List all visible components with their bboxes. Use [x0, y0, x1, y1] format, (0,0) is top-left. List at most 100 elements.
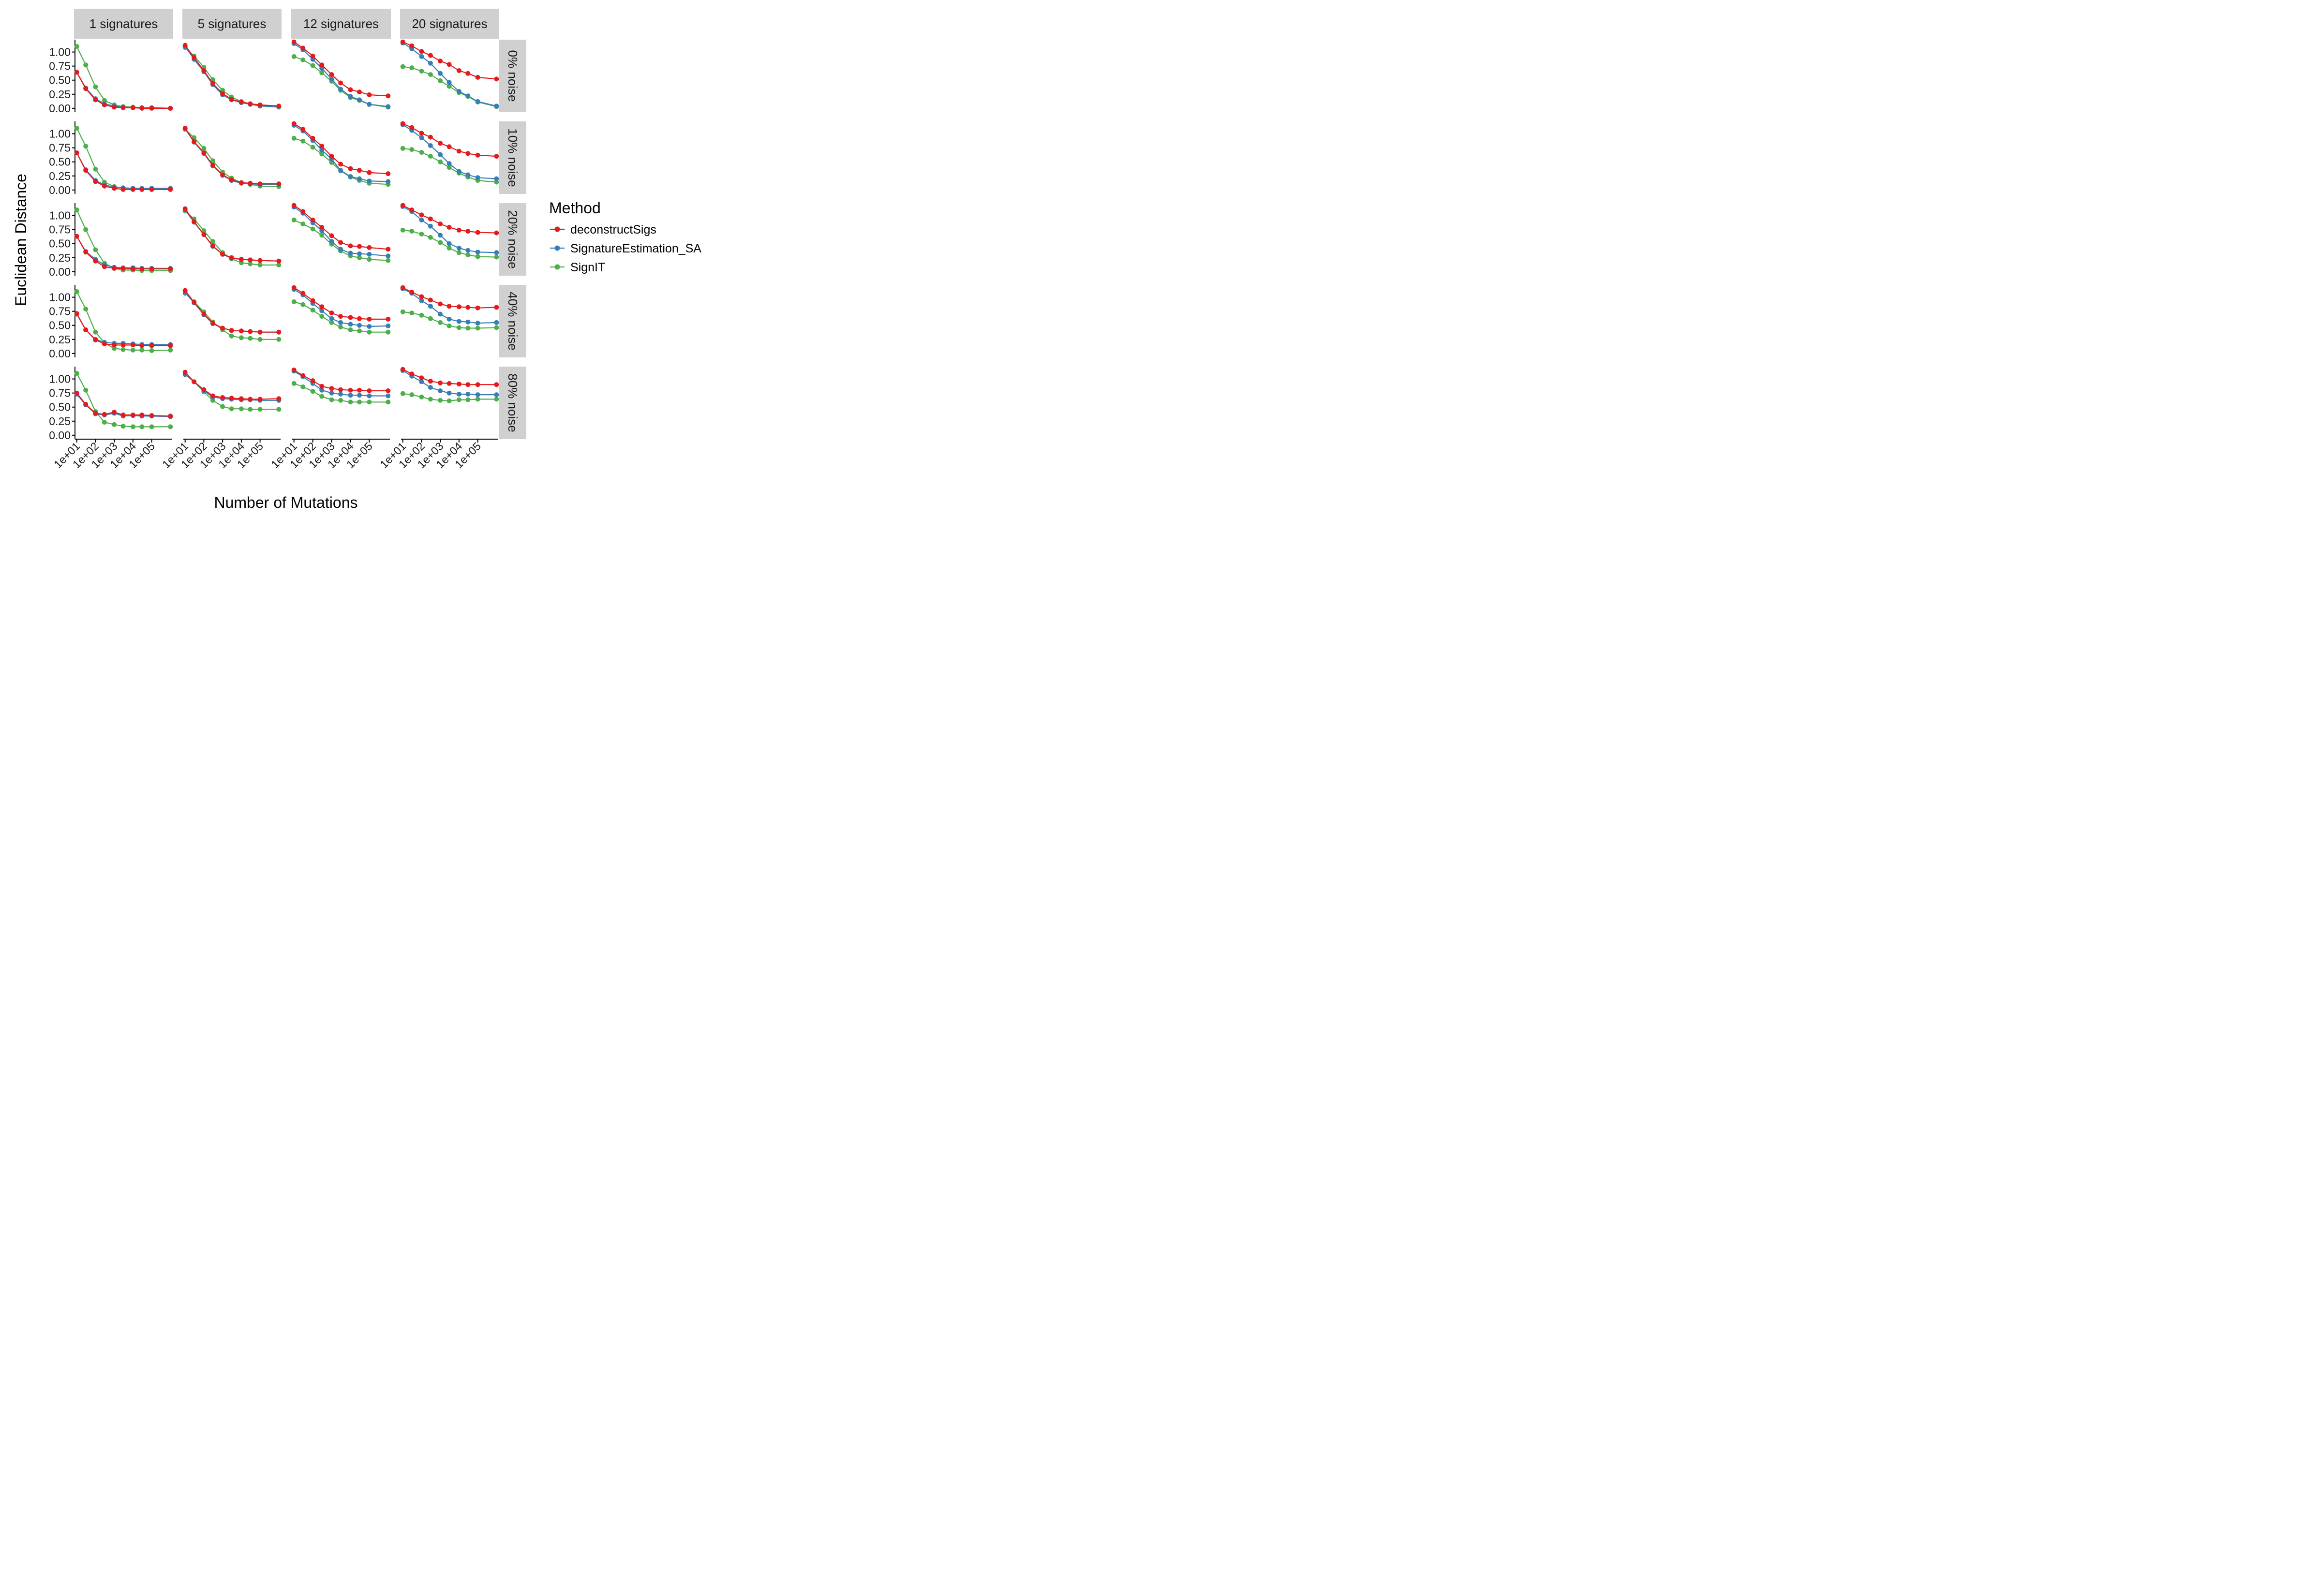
data-point-deconstructSigs — [291, 368, 297, 372]
data-point-deconstructSigs — [201, 68, 207, 73]
data-point-SignIT — [400, 391, 405, 396]
data-point-SignIT — [168, 347, 173, 353]
data-point-SignIT — [139, 424, 145, 429]
series-line-deconstructSigs — [402, 287, 497, 309]
data-point-SignatureEstimation_SA — [386, 393, 391, 399]
data-point-SignatureEstimation_SA — [494, 392, 499, 398]
series-line-SignIT — [76, 209, 171, 271]
data-point-SignIT — [248, 261, 253, 266]
data-point-deconstructSigs — [93, 338, 98, 342]
data-point-SignatureEstimation_SA — [475, 175, 480, 180]
data-point-SignatureEstimation_SA — [386, 104, 391, 109]
data-point-deconstructSigs — [238, 328, 244, 334]
data-point-deconstructSigs — [149, 343, 154, 348]
data-point-deconstructSigs — [357, 244, 362, 249]
data-point-SignatureEstimation_SA — [348, 322, 353, 327]
data-point-SignIT — [93, 247, 98, 252]
data-point-deconstructSigs — [338, 314, 343, 319]
data-point-deconstructSigs — [419, 49, 424, 54]
data-point-SignatureEstimation_SA — [456, 89, 461, 94]
facet-panel — [291, 39, 391, 110]
series-line-SignIT — [184, 293, 279, 340]
data-point-SignatureEstimation_SA — [319, 148, 325, 153]
data-point-SignIT — [409, 65, 415, 71]
data-point-deconstructSigs — [93, 97, 98, 103]
data-point-SignIT — [357, 399, 362, 405]
data-point-deconstructSigs — [93, 179, 98, 184]
data-point-SignIT — [357, 328, 362, 334]
data-point-SignatureEstimation_SA — [348, 251, 353, 256]
series-line-deconstructSigs — [402, 205, 497, 234]
data-point-deconstructSigs — [168, 187, 173, 192]
series-line-SignatureEstimation_SA — [294, 207, 388, 257]
series-line-SignIT — [402, 148, 497, 183]
data-point-deconstructSigs — [456, 304, 461, 310]
data-point-deconstructSigs — [400, 203, 405, 208]
legend-key-point — [554, 226, 560, 232]
legend-label: deconstructSigs — [570, 223, 656, 236]
data-point-SignIT — [130, 424, 135, 429]
data-point-deconstructSigs — [494, 382, 499, 387]
data-point-SignIT — [257, 337, 263, 342]
data-point-SignIT — [419, 69, 424, 74]
data-point-deconstructSigs — [210, 163, 215, 168]
data-point-deconstructSigs — [494, 76, 499, 82]
data-point-deconstructSigs — [310, 135, 315, 141]
facet-strip-label: 80% noise — [506, 373, 520, 432]
series-line-SignatureEstimation_SA — [402, 206, 497, 253]
data-point-deconstructSigs — [475, 152, 480, 158]
data-point-SignIT — [310, 389, 315, 394]
data-point-SignIT — [229, 333, 234, 339]
data-point-SignatureEstimation_SA — [367, 178, 372, 184]
y-tick-label: 0.25 — [49, 251, 71, 264]
data-point-SignatureEstimation_SA — [456, 392, 461, 397]
data-point-deconstructSigs — [419, 212, 424, 218]
data-point-SignIT — [438, 240, 443, 245]
series-line-SignIT — [185, 374, 279, 410]
data-point-deconstructSigs — [130, 187, 135, 192]
data-point-deconstructSigs — [139, 187, 145, 192]
data-point-deconstructSigs — [112, 410, 117, 415]
y-tick-label: 0.75 — [49, 387, 71, 399]
data-point-deconstructSigs — [276, 258, 282, 264]
y-axis-title: Euclidean Distance — [12, 174, 30, 306]
data-point-deconstructSigs — [168, 105, 173, 111]
y-tick-label: 0.25 — [49, 415, 71, 428]
data-point-deconstructSigs — [229, 177, 234, 182]
data-point-deconstructSigs — [357, 316, 362, 321]
data-point-deconstructSigs — [438, 59, 443, 64]
facet-panel — [182, 206, 282, 267]
data-point-SignIT — [210, 398, 215, 403]
facet-panel — [182, 288, 282, 342]
data-point-deconstructSigs — [447, 304, 452, 309]
data-point-deconstructSigs — [149, 187, 154, 192]
data-point-SignIT — [300, 138, 306, 144]
data-point-deconstructSigs — [475, 305, 480, 310]
data-point-SignatureEstimation_SA — [357, 176, 362, 181]
data-point-deconstructSigs — [182, 288, 188, 293]
data-point-SignatureEstimation_SA — [367, 324, 372, 329]
data-point-SignatureEstimation_SA — [465, 172, 471, 177]
data-point-deconstructSigs — [438, 141, 443, 146]
facet-grid: 1 signatures 5 signatures 12 signatures 20 … — [49, 9, 526, 471]
data-point-deconstructSigs — [348, 166, 353, 171]
series-line-SignatureEstimation_SA — [402, 43, 497, 107]
data-point-deconstructSigs — [120, 413, 126, 417]
data-point-SignIT — [367, 399, 372, 405]
series-line-SignatureEstimation_SA — [294, 43, 388, 107]
series-line-deconstructSigs — [76, 152, 171, 190]
data-point-deconstructSigs — [248, 180, 253, 186]
data-point-SignIT — [419, 394, 424, 399]
series-line-SignatureEstimation_SA — [294, 370, 388, 397]
data-point-deconstructSigs — [139, 413, 145, 417]
facet-panel — [291, 121, 391, 187]
data-point-SignIT — [319, 151, 325, 157]
data-point-deconstructSigs — [257, 102, 263, 107]
facet-panel — [291, 203, 391, 263]
data-point-deconstructSigs — [149, 266, 154, 271]
series-line-deconstructSigs — [402, 123, 497, 157]
data-point-SignatureEstimation_SA — [357, 323, 362, 328]
y-tick-label: 0.00 — [49, 102, 71, 115]
data-point-SignIT — [386, 258, 391, 263]
